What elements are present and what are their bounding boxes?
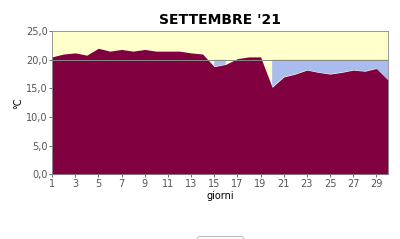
X-axis label: giorni: giorni [206,191,234,201]
Title: SETTEMBRE '21: SETTEMBRE '21 [159,13,281,27]
Y-axis label: °C: °C [13,97,23,109]
Legend:  ,  : , [197,236,243,239]
